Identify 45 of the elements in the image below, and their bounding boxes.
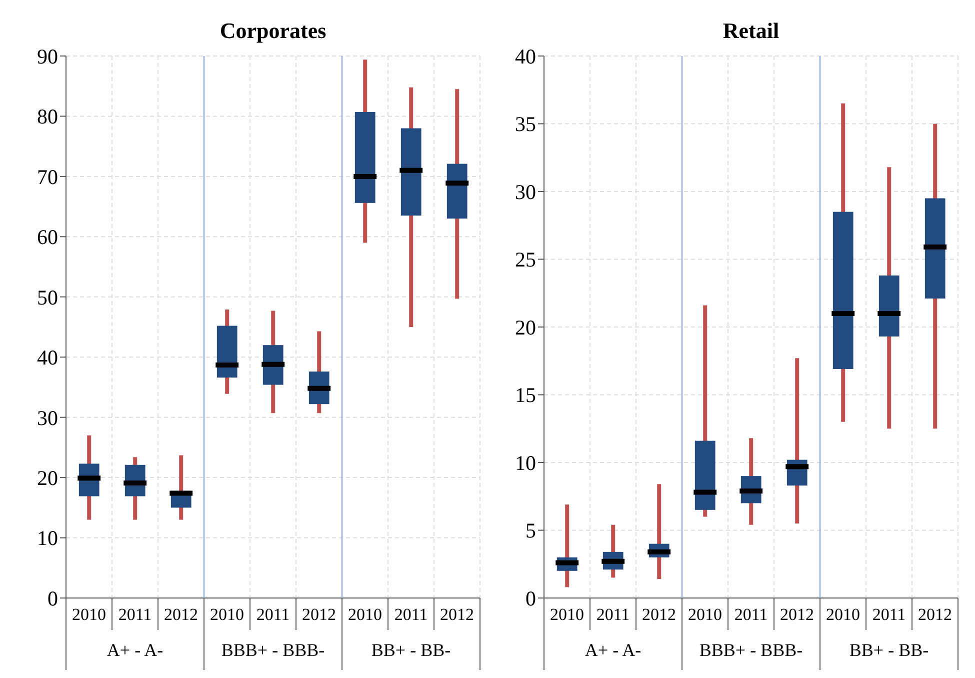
x-tick-label: 2012 — [642, 605, 676, 624]
y-tick-label: 10 — [515, 450, 536, 475]
chart-title: Corporates — [218, 18, 328, 44]
y-tick-label: 0 — [48, 586, 58, 610]
y-tick-label: 40 — [515, 44, 536, 68]
y-tick-label: 40 — [37, 346, 58, 370]
x-tick-label: 2010 — [826, 605, 860, 624]
x-tick-label: 2012 — [164, 605, 198, 624]
x-tick-label: 2011 — [734, 605, 768, 624]
x-tick-label: 2010 — [688, 605, 722, 624]
chart-title: Retail — [722, 18, 780, 44]
x-tick-label: 2012 — [302, 605, 336, 624]
y-tick-label: 0 — [526, 586, 536, 610]
text: A+ - A- — [106, 640, 164, 660]
x-tick-label: 2010 — [210, 605, 244, 624]
y-tick-label: 15 — [515, 383, 536, 408]
x-tick-label: 2011 — [394, 605, 428, 624]
text: A+ - A- — [584, 640, 642, 660]
x-tick-label: 2012 — [780, 605, 814, 624]
y-tick-label: 20 — [37, 466, 58, 490]
x-tick-label: 2011 — [596, 605, 630, 624]
y-tick-label: 35 — [515, 112, 536, 136]
y-tick-label: 90 — [37, 44, 58, 68]
y-tick-label: 20 — [515, 315, 536, 340]
y-tick-label: 25 — [515, 248, 536, 272]
x-tick-label: 2010 — [348, 605, 382, 624]
text: BB+ - BB- — [849, 640, 929, 660]
x-tick-label: 2011 — [118, 605, 152, 624]
x-tick-label: 2011 — [872, 605, 906, 624]
y-tick-label: 30 — [37, 406, 58, 430]
text: BB+ - BB- — [371, 640, 451, 660]
y-tick-label: 30 — [515, 180, 536, 204]
y-tick-label: 5 — [526, 518, 536, 543]
y-tick-label: 50 — [37, 285, 58, 310]
y-tick-label: 80 — [37, 104, 58, 129]
x-tick-label: 2010 — [550, 605, 584, 624]
y-tick-label: 60 — [37, 225, 58, 250]
text: BBB+ - BBB- — [699, 640, 803, 660]
text: BBB+ - BBB- — [221, 640, 325, 660]
y-tick-label: 70 — [37, 164, 58, 189]
x-tick-label: 2011 — [256, 605, 290, 624]
x-tick-label: 2012 — [440, 605, 474, 624]
y-tick-label: 10 — [37, 526, 58, 550]
x-tick-label: 2012 — [918, 605, 952, 624]
x-tick-label: 2010 — [72, 605, 106, 624]
